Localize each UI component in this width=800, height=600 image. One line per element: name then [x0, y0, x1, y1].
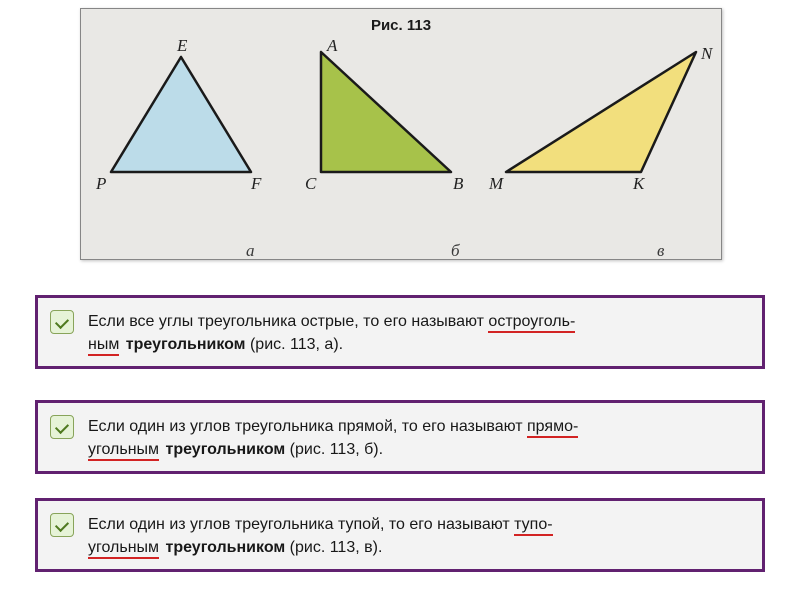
figure-title: Рис. 113: [81, 17, 721, 34]
def-right-term1: прямо-: [527, 418, 578, 438]
def-right-term2: угольным: [88, 441, 159, 461]
check-icon: [50, 310, 74, 334]
figure-113: Рис. 113 E P F A C B N M K а б в: [80, 8, 722, 260]
sublabel-v: в: [657, 241, 664, 261]
def-obtuse-term1: тупо-: [514, 516, 552, 536]
definition-obtuse: Если один из углов треугольника тупой, т…: [35, 498, 765, 572]
vertex-N: N: [700, 44, 714, 63]
sublabel-a: а: [246, 241, 255, 261]
def-obtuse-term2: угольным: [88, 539, 159, 559]
vertex-B: B: [453, 174, 464, 193]
sublabel-b: б: [451, 241, 460, 261]
triangle-right: [321, 52, 451, 172]
check-icon: [50, 513, 74, 537]
def-acute-tail: треугольником: [121, 336, 245, 353]
def-obtuse-tail: треугольником: [161, 539, 285, 556]
vertex-E: E: [176, 37, 188, 55]
def-acute-ref: (рис. 113, а).: [246, 336, 344, 353]
def-right-ref: (рис. 113, б).: [285, 441, 383, 458]
figure-svg: E P F A C B N M K: [81, 37, 721, 239]
triangle-obtuse: [506, 52, 696, 172]
definition-acute: Если все углы треугольника острые, то ег…: [35, 295, 765, 369]
def-obtuse-prefix: Если один из углов треугольника тупой, т…: [88, 516, 514, 533]
check-icon: [50, 415, 74, 439]
def-right-prefix: Если один из углов треугольника прямой, …: [88, 418, 527, 435]
vertex-M: M: [488, 174, 504, 193]
vertex-P: P: [95, 174, 106, 193]
vertex-K: K: [632, 174, 646, 193]
definition-right: Если один из углов треугольника прямой, …: [35, 400, 765, 474]
vertex-C: C: [305, 174, 317, 193]
vertex-A: A: [326, 37, 338, 55]
def-right-tail: треугольником: [161, 441, 285, 458]
vertex-F: F: [250, 174, 262, 193]
def-acute-term2: ным: [88, 336, 119, 356]
def-acute-term1: остроуголь-: [488, 313, 575, 333]
def-obtuse-ref: (рис. 113, в).: [285, 539, 382, 556]
def-acute-prefix: Если все углы треугольника острые, то ег…: [88, 313, 488, 330]
triangle-acute: [111, 57, 251, 172]
